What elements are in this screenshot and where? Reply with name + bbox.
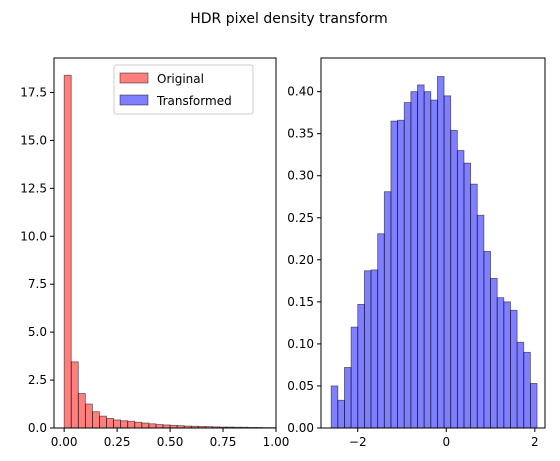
- right-histogram-bar: [503, 301, 511, 429]
- legend-label-original: Original: [157, 72, 204, 86]
- left-y-tick-label: 0.0: [28, 421, 47, 435]
- right-histogram-bar: [529, 383, 538, 429]
- right-histogram-bar: [330, 385, 339, 429]
- legend-label-transformed: Transformed: [156, 94, 232, 108]
- right-y-tick-label: 0.30: [287, 169, 314, 183]
- right-y-tick-label: 0.40: [287, 85, 314, 99]
- legend-box: [113, 64, 254, 115]
- right-histogram-bar: [363, 270, 372, 429]
- right-histogram-bar: [350, 326, 359, 429]
- right-y-tick-label: 0.10: [287, 337, 314, 351]
- left-y-tick-label: 17.5: [20, 86, 47, 100]
- right-histogram-bar: [423, 91, 432, 429]
- left-histogram-plot: 0.00 0.25 0.50 0.75 1.00 0.0 2.5 5.0 7.5 10.0 12.5…: [20, 57, 290, 449]
- left-x-tick-label: 0.75: [210, 435, 237, 449]
- right-histogram-bar: [443, 95, 452, 429]
- right-histogram-bar: [456, 150, 465, 429]
- left-histogram-bar: [63, 74, 72, 429]
- right-histogram-bar: [344, 367, 352, 429]
- right-histogram-bar: [496, 297, 505, 429]
- legend-swatch-transformed: [119, 94, 149, 106]
- right-histogram-bar: [397, 119, 405, 429]
- left-x-tick-label: 0.00: [51, 435, 78, 449]
- right-histogram-bar: [437, 76, 445, 429]
- left-y-tick-label: 15.0: [20, 133, 47, 147]
- left-histogram-bar: [120, 420, 129, 429]
- right-histogram-bar: [417, 84, 425, 429]
- right-axes-frame: [320, 57, 546, 429]
- left-histogram-bar: [134, 421, 143, 429]
- right-histogram-bar: [510, 309, 518, 429]
- left-y-tick-label: 12.5: [20, 181, 47, 195]
- right-histogram-bar: [357, 303, 365, 429]
- right-histogram-bar: [523, 351, 531, 429]
- right-histogram-bar: [470, 183, 478, 429]
- left-histogram-bar: [148, 423, 157, 429]
- left-y-tick-label: 7.5: [28, 277, 47, 291]
- legend-swatch-original: [119, 72, 149, 84]
- left-histogram-bar: [70, 361, 79, 429]
- right-histogram-bar: [383, 191, 392, 429]
- right-histogram-bar: [463, 162, 472, 429]
- left-histogram-bar: [84, 403, 93, 429]
- right-histogram-plot: −2 0 2 0.00 0.05 0.10 0.15 0.20 0.25 0.30 0.35 0.40: [287, 57, 546, 449]
- left-histogram-bar: [99, 415, 107, 429]
- left-x-tick-label: 0.25: [104, 435, 131, 449]
- right-y-tick-label: 0.05: [287, 379, 314, 393]
- right-y-tick-label: 0.20: [287, 253, 314, 267]
- left-x-tick-label: 1.00: [263, 435, 290, 449]
- right-x-tick-label: 0: [442, 435, 450, 449]
- right-y-tick-label: 0.00: [287, 421, 314, 435]
- right-y-tick-label: 0.35: [287, 127, 314, 141]
- right-histogram-bar: [377, 233, 385, 429]
- right-histogram-bar: [370, 269, 379, 429]
- left-histogram-bar: [155, 424, 164, 429]
- right-histogram-bar: [516, 341, 525, 429]
- right-y-tick-label: 0.15: [287, 295, 314, 309]
- left-histogram-bar: [106, 418, 114, 429]
- left-histogram-bar: [127, 420, 136, 429]
- left-histogram-bar: [141, 422, 150, 429]
- left-x-tick-label: 0.50: [157, 435, 184, 449]
- figure-suptitle: HDR pixel density transform: [190, 11, 387, 27]
- right-histogram-bar: [390, 120, 398, 429]
- left-y-tick-label: 10.0: [20, 229, 47, 243]
- right-histogram-bar: [410, 91, 418, 429]
- left-histogram-bar: [113, 419, 122, 429]
- right-histogram-bar: [490, 277, 498, 429]
- right-y-tick-label: 0.25: [287, 211, 314, 225]
- left-histogram-bar: [92, 411, 100, 429]
- left-y-tick-label: 2.5: [28, 373, 47, 387]
- left-histogram-bar: [77, 393, 86, 429]
- right-histogram-bar: [483, 251, 491, 429]
- left-axes-frame: [53, 57, 277, 429]
- right-histogram-bar: [430, 99, 438, 429]
- right-histogram-bar: [337, 399, 345, 429]
- right-x-tick-label: 2: [531, 435, 539, 449]
- right-histogram-bar: [450, 129, 458, 429]
- right-histogram-bar: [476, 214, 485, 429]
- right-x-tick-label: −2: [349, 435, 367, 449]
- right-histogram-bar: [403, 102, 412, 429]
- left-y-tick-label: 5.0: [28, 325, 47, 339]
